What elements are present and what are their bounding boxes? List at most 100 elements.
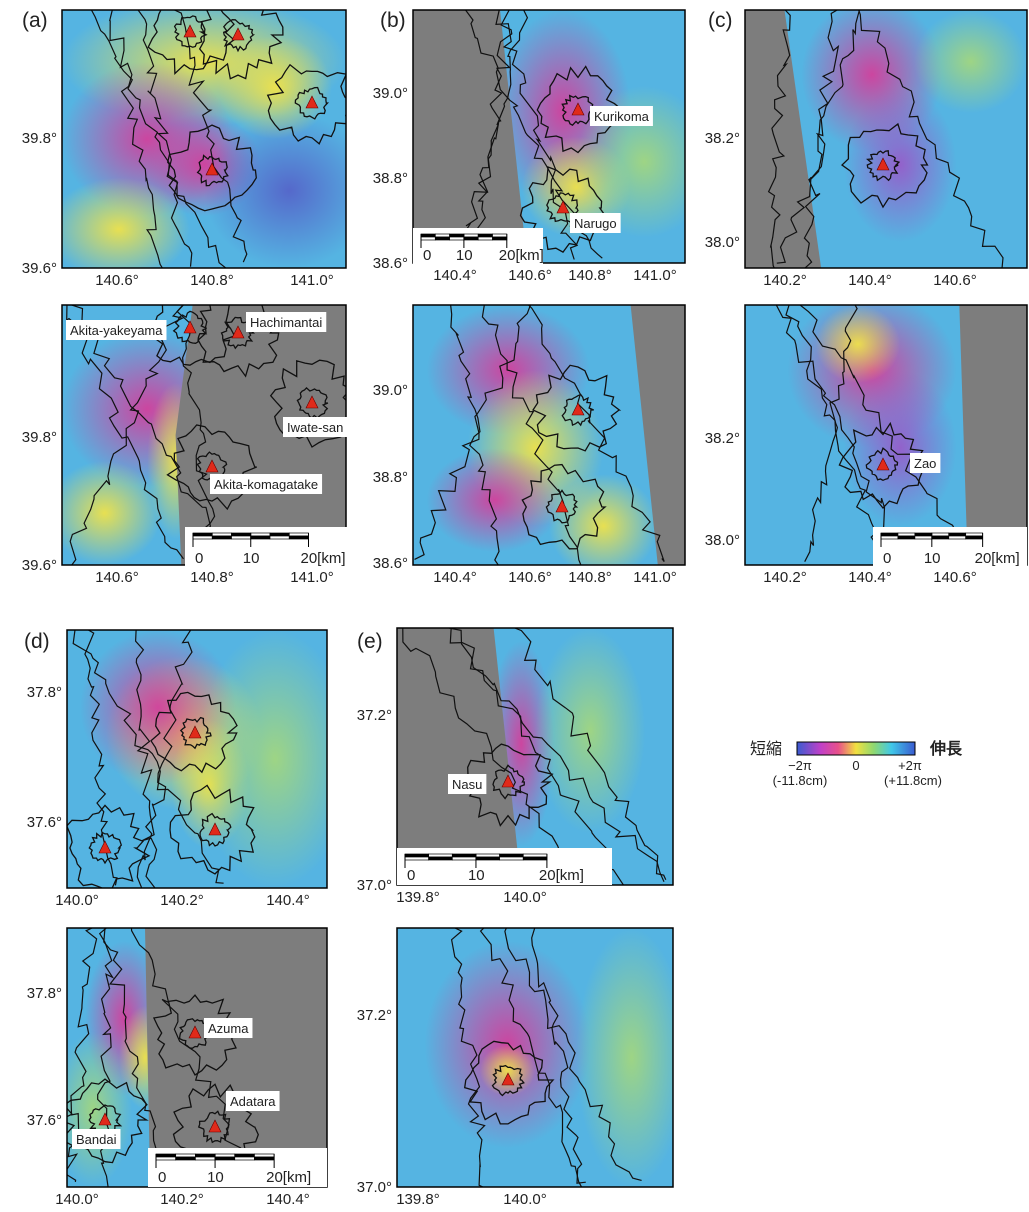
phase-blob	[480, 1045, 535, 1097]
x-tick-label: 140.0°	[503, 889, 547, 906]
volcano-label: Adatara	[230, 1094, 276, 1109]
map	[48, 0, 375, 281]
scale-bar-label: 10	[456, 247, 473, 264]
y-tick-label: 37.2°	[357, 1007, 392, 1024]
volcano-label: Bandai	[76, 1132, 117, 1147]
x-tick-label: 140.2°	[160, 1191, 204, 1207]
scale-bar-segment	[212, 533, 231, 536]
volcano-label: Hachimantai	[250, 315, 322, 330]
x-tick-label: 141.0°	[290, 272, 334, 289]
scale-bar-segment	[493, 234, 507, 237]
scale-bar-segment	[215, 1157, 235, 1160]
scale-bar-segment	[881, 536, 898, 539]
panel-label: (d)	[24, 630, 50, 653]
scale-bar-segment	[429, 854, 453, 857]
x-tick-label: 141.0°	[633, 569, 677, 586]
scale-bar-segment	[966, 536, 983, 539]
phase-blob	[844, 370, 957, 526]
x-tick-label: 140.4°	[266, 1191, 310, 1207]
x-tick-label: 140.8°	[190, 569, 234, 586]
scale-bar-segment	[452, 857, 476, 860]
phase-blob	[576, 928, 686, 1187]
x-tick-label: 140.2°	[763, 569, 807, 586]
scale-bar-segment	[435, 234, 449, 237]
scale-bar-segment	[405, 857, 429, 860]
scale-bar-segment	[235, 1157, 255, 1160]
scale-bar-segment	[915, 536, 932, 539]
scale-bar-segment	[435, 237, 449, 240]
scale-bar-segment	[493, 237, 507, 240]
legend-mid: 0	[852, 758, 859, 773]
x-tick-label: 140.4°	[433, 267, 477, 284]
scale-bar-segment	[452, 854, 476, 857]
scale-bar-segment	[212, 536, 231, 539]
scale-bar-segment	[966, 533, 983, 536]
y-tick-label: 37.6°	[27, 814, 62, 831]
scale-bar-segment	[235, 1154, 255, 1157]
volcano-label: Nasu	[452, 777, 482, 792]
scale-bar-segment	[195, 1154, 215, 1157]
volcano-label: Akita-yakeyama	[70, 323, 163, 338]
figure: 短縮 伸長 −2π 0 +2π (-11.8cm) (+11.8cm) (a)3…	[0, 0, 1029, 1207]
scale-bar-segment	[405, 854, 429, 857]
y-tick-label: 39.0°	[373, 85, 408, 102]
y-tick-label: 38.8°	[373, 469, 408, 486]
scale-bar-segment	[176, 1154, 196, 1157]
scale-bar-segment	[523, 857, 547, 860]
legend-min: −2π	[788, 758, 812, 773]
scale-bar-segment	[478, 237, 492, 240]
phase-blob	[197, 630, 353, 888]
x-tick-label: 140.6°	[95, 569, 139, 586]
scale-bar-segment	[464, 234, 478, 237]
y-tick-label: 37.2°	[357, 707, 392, 724]
y-tick-label: 39.8°	[22, 429, 57, 446]
scale-bar-segment	[193, 536, 212, 539]
x-tick-label: 141.0°	[290, 569, 334, 586]
x-tick-label: 140.6°	[508, 267, 552, 284]
x-tick-label: 140.6°	[933, 272, 977, 289]
y-tick-label: 38.0°	[705, 532, 740, 549]
x-tick-label: 140.2°	[160, 892, 204, 909]
panel-label: (a)	[22, 9, 48, 32]
phase-blob	[816, 305, 901, 383]
scale-bar-label: 10	[243, 550, 260, 567]
volcano-label: Azuma	[208, 1021, 249, 1036]
scale-bar-segment	[464, 237, 478, 240]
scale-bar-label: 20[km]	[301, 550, 346, 567]
scale-bar-segment	[932, 536, 949, 539]
scale-bar-label: 10	[924, 550, 941, 567]
scale-bar-segment	[898, 536, 915, 539]
no-data-area	[959, 305, 1027, 565]
legend-left-label: 短縮	[750, 740, 782, 758]
scale-bar-segment	[421, 234, 435, 237]
scale-bar-label: 0	[195, 550, 203, 567]
x-tick-label: 140.0°	[503, 1191, 547, 1207]
scale-bar-segment	[215, 1154, 235, 1157]
map	[397, 928, 687, 1191]
scale-bar-label: 20[km]	[975, 550, 1020, 567]
x-tick-label: 140.0°	[55, 892, 99, 909]
scale-bar-label: 0	[883, 550, 891, 567]
legend-min-value: (-11.8cm)	[773, 773, 828, 788]
scale-bar-segment	[450, 237, 464, 240]
scale-bar-segment	[932, 533, 949, 536]
scale-bar-segment	[156, 1154, 176, 1157]
y-tick-label: 38.8°	[373, 170, 408, 187]
scale-bar-segment	[915, 533, 932, 536]
scale-bar-segment	[500, 857, 524, 860]
x-tick-label: 139.8°	[396, 889, 440, 906]
scale-bar-segment	[881, 533, 898, 536]
scale-bar-segment	[232, 533, 251, 536]
panel-label: (b)	[380, 9, 406, 32]
x-tick-label: 140.8°	[568, 569, 612, 586]
scale-bar-segment	[251, 536, 270, 539]
scale-bar-segment	[898, 533, 915, 536]
scale-bar-segment	[289, 533, 308, 536]
y-tick-label: 37.8°	[27, 985, 62, 1002]
scale-bar-segment	[476, 854, 500, 857]
panel-label: (c)	[708, 9, 733, 32]
y-tick-label: 39.6°	[22, 557, 57, 574]
scale-bar-segment	[421, 237, 435, 240]
x-tick-label: 140.0°	[55, 1191, 99, 1207]
x-tick-label: 139.8°	[396, 1191, 440, 1207]
